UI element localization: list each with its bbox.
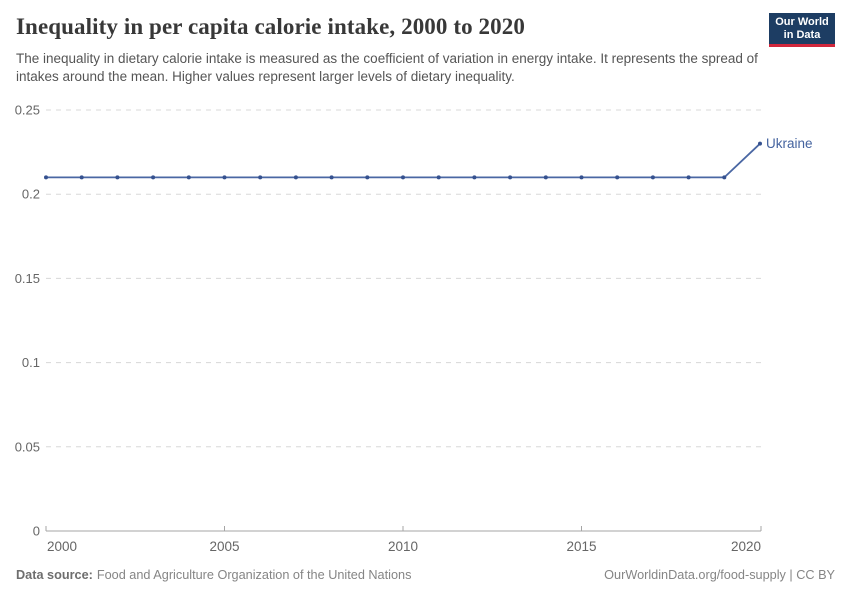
owid-logo-text: Our World in Data [775,16,829,41]
data-source-text: Food and Agriculture Organization of the… [96,568,412,582]
data-point [686,175,691,180]
x-tick-label: 2020 [731,539,761,554]
x-tick-label: 2010 [388,539,418,554]
y-tick-label: 0.2 [22,187,40,202]
data-point [472,175,477,180]
x-tick-label: 2015 [566,539,596,554]
series-ukraine[interactable]: Ukraine [44,136,813,180]
y-tick-label: 0 [33,524,40,539]
data-point [329,175,334,180]
data-point [758,141,762,146]
data-point [401,175,405,180]
owid-logo-line1: Our World [775,16,829,28]
x-tick-label: 2000 [47,539,77,554]
y-tick-label: 0.15 [15,271,40,286]
data-point [615,175,620,180]
data-point [508,175,513,180]
chart-title: Inequality in per capita calorie intake,… [16,14,525,39]
chart-header: Inequality in per capita calorie intake,… [16,13,761,85]
data-source: Data source: Food and Agriculture Organiz… [16,568,411,582]
chart-subtitle: The inequality in dietary calorie intake… [16,51,758,84]
owid-logo-line2: in Data [783,28,821,41]
data-point [258,175,263,180]
data-point [722,175,727,180]
series-line[interactable] [46,143,761,179]
data-point [186,175,191,180]
x-tick-label: 2005 [209,539,239,554]
data-point [436,175,441,180]
data-point [79,175,84,180]
data-point [650,175,655,180]
data-point [151,175,156,180]
owid-logo[interactable]: Our World in Data [769,13,835,47]
y-tick-label: 0.05 [15,439,40,454]
owid-url-license-link[interactable]: OurWorldinData.org/food-supply | CC BY [604,568,835,582]
data-point [115,175,120,180]
series-label-ukraine[interactable]: Ukraine [766,136,813,151]
data-point [365,175,370,180]
data-point [222,175,227,180]
data-source-label: Data source: [16,568,93,582]
y-tick-label: 0.1 [22,355,40,370]
data-point [579,175,584,180]
chart-footer: Data source: Food and Agriculture Organiz… [16,568,835,582]
data-point [44,175,48,180]
data-point [543,175,548,180]
data-point [293,175,298,180]
y-tick-label: 0.25 [15,103,40,118]
